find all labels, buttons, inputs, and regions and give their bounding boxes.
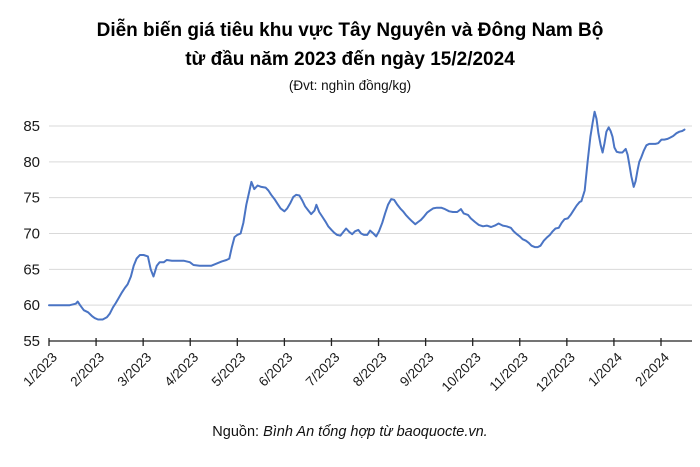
chart-title-line2: từ đầu năm 2023 đến ngày 15/2/2024 bbox=[185, 49, 515, 71]
x-tick-label: 4/2023 bbox=[162, 350, 202, 390]
chart-svg: 55 60 65 70 75 80 85 1/2023 2/2023 3/2023 4/2023 5/… bbox=[20, 110, 692, 395]
source-text: Bình An tổng hợp từ baoquocte.vn. bbox=[263, 424, 488, 440]
chart-header: Diễn biến giá tiêu khu vực Tây Nguyên và… bbox=[0, 0, 700, 93]
source-note: Nguồn: Bình An tổng hợp từ baoquocte.vn. bbox=[0, 424, 700, 440]
x-tick-label: 8/2023 bbox=[350, 350, 390, 390]
line-chart: 55 60 65 70 75 80 85 1/2023 2/2023 3/2023 4/2023 5/… bbox=[0, 103, 700, 408]
x-tick-label: 3/2023 bbox=[114, 350, 154, 390]
x-tick-label: 9/2023 bbox=[397, 350, 437, 390]
y-tick-label: 80 bbox=[23, 154, 40, 171]
y-tick-label: 55 bbox=[23, 333, 40, 350]
x-tick-label: 10/2023 bbox=[439, 350, 484, 395]
y-tick-label: 75 bbox=[23, 190, 40, 207]
y-tick-label: 60 bbox=[23, 297, 40, 314]
x-tick-label: 6/2023 bbox=[256, 350, 296, 390]
x-tick-label: 1/2023 bbox=[20, 350, 60, 390]
chart-unit-subtitle: (Đvt: nghìn đồng/kg) bbox=[288, 77, 412, 93]
y-tick-label: 85 bbox=[23, 118, 40, 135]
x-tick-label: 2/2023 bbox=[67, 350, 107, 390]
x-tick-label: 12/2023 bbox=[533, 350, 578, 395]
x-tick-label: 5/2023 bbox=[209, 350, 249, 390]
source-prefix: Nguồn: bbox=[212, 424, 264, 440]
x-tick-label: 7/2023 bbox=[303, 350, 343, 390]
x-tick-label: 1/2024 bbox=[585, 349, 625, 389]
y-tick-label: 65 bbox=[23, 261, 40, 278]
chart-title-line1: Diễn biến giá tiêu khu vực Tây Nguyên và… bbox=[96, 20, 604, 41]
price-line bbox=[48, 110, 686, 321]
x-tick-label: 2/2024 bbox=[632, 349, 672, 389]
x-tick-label: 11/2023 bbox=[486, 350, 530, 394]
y-tick-label: 70 bbox=[23, 225, 40, 242]
